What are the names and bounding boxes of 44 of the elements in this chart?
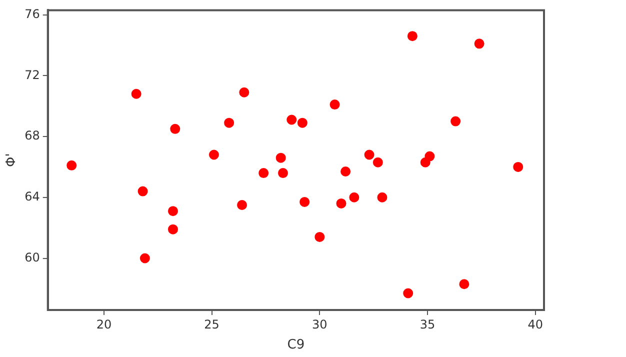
point xyxy=(314,232,325,242)
point xyxy=(372,157,383,168)
point xyxy=(300,196,310,207)
point xyxy=(258,168,269,178)
point xyxy=(340,166,351,177)
y-axis-title: Φ' xyxy=(4,153,20,168)
point xyxy=(66,160,77,170)
point xyxy=(138,186,148,196)
point xyxy=(208,150,219,160)
x-tick-label: 35 xyxy=(420,317,436,332)
y-tick-label: 72 xyxy=(24,68,40,82)
point xyxy=(276,152,286,163)
x-tick-label: 20 xyxy=(96,317,112,332)
point xyxy=(239,87,250,98)
y-tick-label: 64 xyxy=(24,190,40,204)
point xyxy=(403,288,414,298)
point xyxy=(450,116,461,126)
y-tick-label: 76 xyxy=(24,6,40,21)
x-tick-label: 30 xyxy=(312,317,328,332)
point xyxy=(513,162,524,172)
x-tick-label: 25 xyxy=(204,317,220,332)
point xyxy=(336,198,346,208)
point xyxy=(286,114,297,125)
point xyxy=(364,150,374,160)
point xyxy=(459,279,470,290)
x-tick-label: 40 xyxy=(528,317,544,332)
point xyxy=(168,224,178,234)
point xyxy=(224,118,234,128)
point xyxy=(297,118,308,128)
point xyxy=(131,88,142,99)
point xyxy=(170,124,180,134)
point xyxy=(330,100,340,110)
point xyxy=(349,192,360,202)
point xyxy=(278,168,288,178)
x-axis-title: C9 xyxy=(287,338,305,353)
point xyxy=(474,38,484,49)
point xyxy=(407,31,418,42)
point xyxy=(140,253,150,264)
y-tick-label: 60 xyxy=(24,250,40,264)
point xyxy=(377,192,388,202)
point xyxy=(424,151,435,162)
y-tick-label: 68 xyxy=(24,128,40,143)
point xyxy=(168,206,178,216)
point xyxy=(237,200,248,210)
